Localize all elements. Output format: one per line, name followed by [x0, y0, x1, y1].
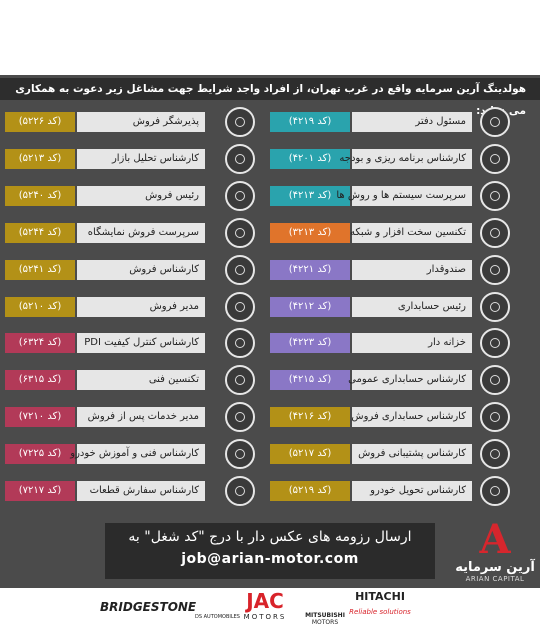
contact-box: ارسال رزومه های عکس دار با درج "کد شغل" …	[105, 523, 435, 579]
job-icon	[480, 365, 510, 396]
job-code: (کد ۵۲۴۰)	[5, 185, 75, 206]
email[interactable]: job@arian-motor.com	[181, 551, 359, 567]
job-code: (کد ۴۲۰۱)	[270, 148, 350, 169]
job-title: کارشناس تحویل خودرو	[352, 481, 472, 501]
job-code: (کد ۷۲۲۵)	[5, 444, 75, 465]
job-icon	[225, 439, 255, 470]
job-icon	[225, 217, 255, 248]
job-icon	[480, 107, 510, 137]
job-icon	[480, 291, 510, 322]
job-icon	[225, 328, 255, 359]
job-title: مدیر فروش	[77, 296, 205, 317]
job-title: کارشناس حسابداری فروش	[351, 407, 472, 428]
job-icon	[480, 143, 510, 174]
job-title: رئیس حسابداری	[352, 296, 472, 317]
intro-banner: هولدینگ آرین سرمایه واقع در غرب تهران، ا…	[0, 78, 540, 117]
brand-jac: JAC	[246, 589, 284, 613]
logo-latin: ARIAN CAPITAL	[465, 575, 525, 583]
job-code: (کد ۴۲۱۶)	[270, 407, 350, 428]
job-icon	[225, 402, 255, 433]
job-title: مسئول دفتر	[352, 112, 472, 132]
job-icon	[480, 254, 510, 285]
job-code: (کد ۵۲۲۶)	[5, 112, 75, 132]
job-title: کارشناس حسابداری عمومی	[348, 370, 472, 391]
job-icon	[225, 476, 255, 506]
job-icon	[225, 365, 255, 396]
job-icon	[225, 143, 255, 174]
job-code: (کد ۴۲۱۹)	[270, 112, 350, 132]
job-title: کارشناس برنامه ریزی و بودجه	[339, 148, 472, 169]
brand-hitachi-sub: Reliable solutions	[349, 608, 411, 616]
job-code: (کد ۴۲۱۵)	[270, 370, 350, 391]
job-code: (کد ۴۲۱۳)	[270, 185, 350, 206]
job-code: (کد ۶۳۱۵)	[5, 370, 75, 391]
brand-mitsubishi: MITSUBISHI	[305, 612, 345, 619]
job-code: (کد ۳۲۱۳)	[270, 222, 350, 243]
job-code: (کد ۵۲۱۰)	[5, 296, 75, 317]
job-title: سرپرست سیستم ها و روش ها	[336, 185, 472, 206]
job-icon	[480, 439, 510, 470]
job-title: کارشناس فنی و آموزش خودرو	[70, 444, 205, 465]
job-title: سرپرست فروش نمایشگاه	[77, 222, 205, 243]
job-icon	[480, 217, 510, 248]
contact-line: ارسال رزومه های عکس دار با درج "کد شغل" …	[128, 529, 412, 545]
job-icon	[480, 402, 510, 433]
job-code: (کد ۵۲۱۳)	[5, 148, 75, 169]
job-title: رئیس فروش	[77, 185, 205, 206]
job-title: خزانه دار	[352, 333, 472, 354]
job-code: (کد ۴۲۱۲)	[270, 296, 350, 317]
job-icon	[225, 180, 255, 211]
brand-mitsubishi-sub: MOTORS	[311, 619, 339, 626]
job-title: تکنسین فنی	[77, 370, 205, 391]
job-icon	[225, 107, 255, 137]
job-code: (کد ۴۲۲۱)	[270, 259, 350, 280]
job-code: (کد ۴۲۲۳)	[270, 333, 350, 354]
job-icon	[480, 476, 510, 506]
job-code: (کد ۵۲۱۷)	[270, 444, 350, 465]
job-title: کارشناس فروش	[77, 259, 205, 280]
job-icon	[225, 254, 255, 285]
job-title: پذیرشگر فروش	[77, 112, 205, 132]
job-title: کارشناس پشتیبانی فروش	[352, 444, 472, 465]
job-icon	[480, 328, 510, 359]
job-code: (کد ۷۲۱۰)	[5, 407, 75, 428]
logo-letter: A	[479, 516, 511, 563]
brand-bridgestone: BRIDGESTONE	[100, 600, 197, 614]
job-title: کارشناس کنترل کیفیت PDI	[77, 333, 205, 354]
logo: A آرین سرمایه ARIAN CAPITAL	[450, 516, 540, 584]
logo-name: آرین سرمایه	[455, 560, 535, 575]
job-icon	[225, 291, 255, 322]
brand-jac-sub: MOTORS	[243, 613, 287, 621]
job-code: (کد ۵۲۴۴)	[5, 222, 75, 243]
job-code: (کد ۵۲۴۱)	[5, 259, 75, 280]
job-code: (کد ۷۲۱۷)	[5, 481, 75, 501]
job-icon	[480, 180, 510, 211]
job-title: کارشناس سفارش قطعات	[77, 481, 205, 501]
job-title: کارشناس تحلیل بازار	[77, 148, 205, 169]
brand-hitachi: HITACHI	[355, 590, 405, 603]
job-title: مدیر خدمات پس از فروش	[77, 407, 205, 428]
job-code: (کد ۵۲۱۹)	[270, 481, 350, 501]
brand-ds: DS AUTOMOBILES	[195, 614, 240, 620]
job-title: صندوقدار	[352, 259, 472, 280]
job-code: (کد ۶۳۲۴)	[5, 333, 75, 354]
job-title: تکنسین سخت افزار و شبکه	[350, 222, 472, 243]
